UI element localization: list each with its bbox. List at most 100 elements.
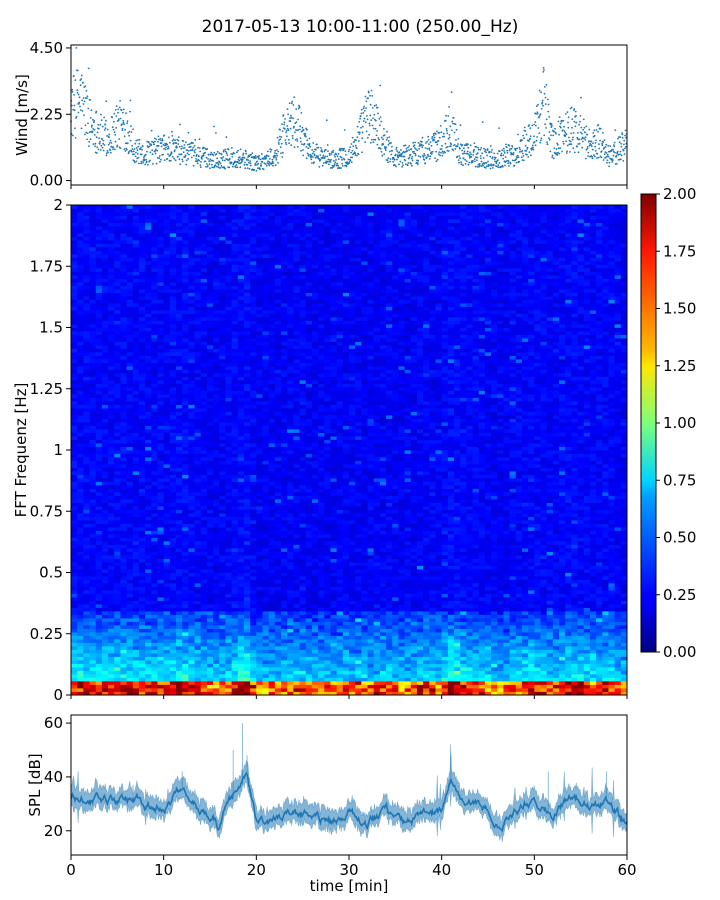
spectrogram-cell — [120, 523, 127, 528]
spectrogram-cell — [101, 320, 109, 325]
wind-point — [225, 136, 228, 139]
spectrogram-cell — [163, 534, 171, 538]
spectrogram-cell — [138, 684, 146, 689]
spectrogram-cell — [169, 558, 177, 563]
spectrogram-cell — [200, 551, 208, 556]
spectrogram-cell — [188, 401, 195, 405]
spectrogram-cell — [120, 285, 127, 290]
wind-point — [408, 145, 411, 147]
spectrogram-cell — [138, 376, 146, 381]
spectrogram-cell — [89, 481, 97, 486]
spectrogram-cell — [176, 310, 183, 314]
spectrogram-cell — [71, 670, 78, 675]
wind-point — [585, 157, 587, 160]
wind-point — [417, 142, 420, 144]
spectrogram-cell — [169, 677, 177, 682]
wind-point — [281, 130, 284, 133]
spectrogram-cell — [157, 453, 165, 458]
spectrogram-cell — [200, 558, 208, 563]
wind-point — [532, 146, 534, 149]
spectrogram-cell — [101, 607, 109, 612]
spectrogram-cell — [163, 394, 171, 398]
spectrogram-cell — [77, 667, 84, 671]
wind-point — [598, 147, 601, 150]
spectrogram-cell — [163, 523, 171, 528]
spectrogram-cell — [120, 544, 127, 549]
spectrogram-cell — [83, 681, 90, 685]
spectrogram-cell — [138, 205, 146, 209]
wind-point — [168, 141, 171, 144]
spectrogram-cell — [89, 653, 97, 657]
wind-point — [396, 158, 398, 161]
spectrogram-cell — [206, 569, 214, 573]
spectrogram-cell — [132, 278, 140, 283]
spectrogram-cell — [182, 299, 189, 304]
wind-point — [623, 153, 626, 156]
wind-point — [116, 145, 118, 148]
spectrogram-cell — [71, 296, 78, 300]
spectrogram-cell — [182, 677, 189, 682]
wind-point — [193, 154, 195, 157]
wind-point — [320, 149, 323, 152]
wind-point — [404, 159, 407, 162]
spectrogram-cell — [126, 513, 134, 517]
wind-point — [427, 155, 430, 158]
spectrogram-cell — [169, 446, 177, 451]
spectrogram-cell — [163, 352, 171, 356]
spectrogram-cell — [176, 247, 183, 251]
spectrogram-cell — [114, 394, 121, 398]
spectrogram-cell — [114, 635, 121, 640]
wind-point — [607, 144, 610, 147]
spectrogram-cell — [126, 380, 134, 384]
spectrogram-cell — [163, 530, 171, 535]
wind-point — [574, 110, 577, 113]
spectrogram-cell — [108, 681, 115, 685]
spectrogram-cell — [114, 373, 121, 377]
spectrogram-cell — [71, 663, 78, 668]
spectrogram-cell — [138, 250, 146, 255]
spectrogram-cell — [77, 572, 84, 577]
spectrogram-cell — [182, 422, 189, 426]
wind-point — [461, 149, 463, 152]
wind-point — [458, 155, 461, 157]
spectrogram-cell — [120, 453, 127, 458]
wind-point — [570, 143, 573, 146]
spectrogram-cell — [114, 439, 121, 444]
spectrogram-cell — [138, 607, 146, 612]
spectrogram-cell — [169, 579, 177, 584]
wind-point — [160, 142, 163, 144]
wind-point — [485, 162, 488, 164]
spectrogram-cell — [200, 222, 208, 227]
spectrogram-cell — [169, 597, 177, 601]
spectrogram-cell — [163, 506, 171, 510]
wind-point — [512, 152, 515, 154]
spectrogram-cell — [101, 646, 109, 650]
spectrogram-cell — [95, 541, 103, 545]
spectrogram-cell — [95, 565, 103, 570]
wind-point — [579, 131, 582, 134]
spectrogram-cell — [169, 390, 177, 395]
spectrogram-cell — [108, 233, 115, 237]
spectrogram-cell — [114, 572, 121, 577]
spectrogram-cell — [126, 236, 134, 241]
spectrogram-cell — [176, 331, 183, 335]
spectrogram-cell — [108, 691, 115, 696]
wind-point — [285, 143, 288, 146]
spectrogram-cell — [188, 432, 195, 437]
spectrogram-cell — [71, 233, 78, 237]
spectrogram-cell — [145, 597, 152, 601]
spectrogram-cell — [77, 289, 84, 293]
spectrogram-cell — [182, 348, 189, 353]
spectrogram-cell — [182, 684, 189, 689]
spectrogram-cell — [120, 282, 127, 286]
wind-point — [183, 144, 186, 146]
spectrogram-cell — [151, 544, 158, 549]
wind-point — [498, 150, 501, 153]
wind-point — [393, 158, 396, 161]
spectrogram-cell — [126, 261, 134, 265]
spectrogram-cell — [157, 523, 165, 528]
spectrogram-cell — [120, 205, 127, 209]
wind-point — [183, 147, 186, 149]
spectrogram-cell — [151, 261, 158, 265]
spectrogram-cell — [108, 264, 115, 269]
